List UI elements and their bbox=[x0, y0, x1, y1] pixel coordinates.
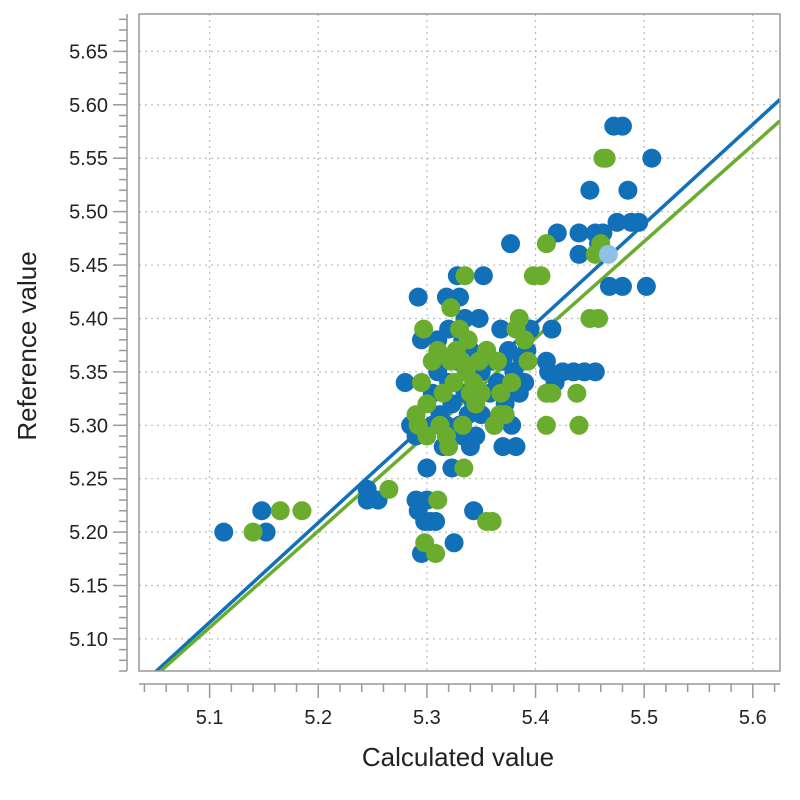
data-point-green bbox=[454, 458, 474, 478]
data-point-blue bbox=[493, 437, 513, 457]
data-point-green bbox=[243, 522, 263, 542]
data-point-green bbox=[455, 266, 475, 286]
data-point-blue bbox=[618, 180, 638, 200]
data-point-blue bbox=[642, 148, 662, 168]
data-point-blue bbox=[417, 458, 437, 478]
data-point-green bbox=[270, 501, 290, 521]
data-point-green bbox=[439, 437, 459, 457]
data-point-green bbox=[515, 330, 535, 350]
y-axis: 5.10 5.15 5.20 5.25 5.30 5.35 5.40 5.45 5.50 5.55… bbox=[69, 14, 128, 672]
x-tick-label: 5.1 bbox=[196, 707, 224, 729]
x-tick-label: 5.5 bbox=[630, 707, 658, 729]
data-point-green bbox=[495, 405, 515, 425]
data-point-green bbox=[531, 266, 551, 286]
data-point-blue bbox=[542, 319, 562, 339]
data-point-blue bbox=[426, 511, 446, 531]
data-point-green bbox=[596, 148, 616, 168]
data-point-green bbox=[569, 415, 589, 435]
y-tick-label: 5.25 bbox=[69, 469, 108, 491]
data-point-green bbox=[453, 415, 473, 435]
data-points bbox=[214, 116, 662, 563]
data-point-blue bbox=[469, 308, 489, 328]
grid-lines bbox=[139, 14, 780, 671]
data-point-blue bbox=[612, 276, 632, 296]
data-point-green bbox=[428, 490, 448, 510]
plot-border bbox=[138, 13, 781, 672]
x-tick-label: 5.3 bbox=[413, 707, 441, 729]
x-axis-title: Calculated value bbox=[362, 742, 554, 772]
data-point-blue bbox=[580, 180, 600, 200]
data-point-green bbox=[417, 394, 437, 414]
highlighted-point bbox=[598, 244, 618, 264]
data-point-blue bbox=[506, 437, 526, 457]
x-tick-label: 5.4 bbox=[522, 707, 550, 729]
data-point-green bbox=[567, 383, 587, 403]
y-tick-label: 5.65 bbox=[69, 41, 108, 63]
data-point-blue bbox=[252, 501, 272, 521]
data-point-blue bbox=[515, 373, 535, 393]
data-point-green bbox=[509, 308, 529, 328]
data-point-blue bbox=[466, 426, 486, 446]
data-point-blue bbox=[569, 244, 589, 264]
data-point-green bbox=[536, 415, 556, 435]
y-tick-label: 5.45 bbox=[69, 255, 108, 277]
data-point-green bbox=[589, 308, 609, 328]
x-axis: 5.1 5.2 5.3 5.4 5.5 5.6 bbox=[139, 683, 780, 729]
y-axis-title: Reference value bbox=[12, 251, 42, 440]
data-point-green bbox=[542, 383, 562, 403]
y-tick-label: 5.40 bbox=[69, 308, 108, 330]
y-tick-label: 5.35 bbox=[69, 362, 108, 384]
data-point-green bbox=[502, 373, 522, 393]
data-point-green bbox=[379, 479, 399, 499]
plot-frame bbox=[138, 13, 781, 672]
data-point-blue bbox=[408, 287, 428, 307]
data-point-green bbox=[482, 511, 502, 531]
data-point-blue bbox=[636, 276, 656, 296]
data-point-blue bbox=[491, 319, 511, 339]
y-tick-label: 5.55 bbox=[69, 148, 108, 170]
data-point-green bbox=[411, 373, 431, 393]
data-point-green bbox=[471, 383, 491, 403]
data-point-green bbox=[426, 543, 446, 563]
data-point-green bbox=[292, 501, 312, 521]
y-tick-label: 5.50 bbox=[69, 202, 108, 224]
data-point-blue bbox=[256, 522, 276, 542]
data-point-blue bbox=[501, 234, 521, 254]
x-tick-label: 5.2 bbox=[304, 707, 332, 729]
data-point-green bbox=[536, 234, 556, 254]
x-tick-label: 5.6 bbox=[739, 707, 767, 729]
y-tick-label: 5.30 bbox=[69, 415, 108, 437]
data-point-blue bbox=[473, 266, 493, 286]
data-point-blue bbox=[607, 212, 627, 232]
y-tick-label: 5.15 bbox=[69, 576, 108, 598]
y-tick-label: 5.20 bbox=[69, 522, 108, 544]
data-point-blue bbox=[569, 223, 589, 243]
data-point-blue bbox=[599, 276, 619, 296]
data-point-green bbox=[414, 319, 434, 339]
data-point-green bbox=[428, 341, 448, 361]
data-point-blue bbox=[612, 116, 632, 136]
y-tick-label: 5.60 bbox=[69, 95, 108, 117]
data-point-blue bbox=[464, 501, 484, 521]
data-point-green bbox=[458, 330, 478, 350]
data-point-blue bbox=[444, 533, 464, 553]
data-point-blue bbox=[585, 362, 605, 382]
data-point-blue bbox=[629, 212, 649, 232]
data-point-green bbox=[518, 351, 538, 371]
data-point-green bbox=[441, 298, 461, 318]
data-point-blue bbox=[395, 373, 415, 393]
data-point-green bbox=[488, 351, 508, 371]
data-point-blue bbox=[214, 522, 234, 542]
data-point-green bbox=[417, 426, 437, 446]
y-tick-label: 5.10 bbox=[69, 629, 108, 651]
